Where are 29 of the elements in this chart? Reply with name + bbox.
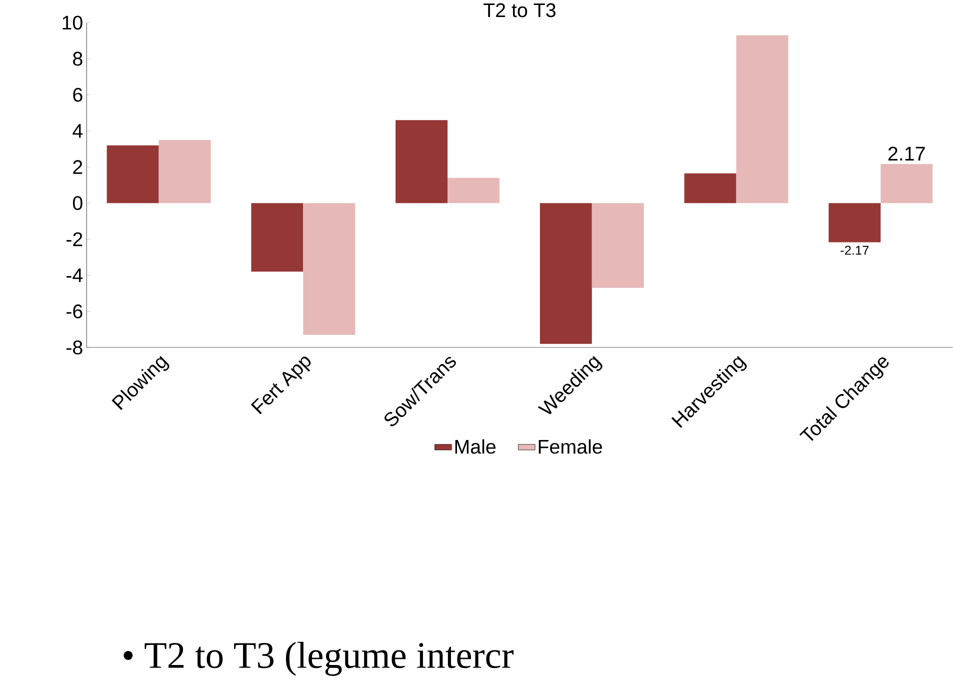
text: • T2 to T3 (legume intercr <box>124 642 514 676</box>
bar <box>158 140 211 203</box>
y-tick-label: 8 <box>73 52 82 66</box>
legend-label: Male <box>455 439 496 454</box>
bar <box>592 202 644 288</box>
bar <box>251 202 304 272</box>
bar <box>106 145 159 203</box>
bar <box>540 202 592 344</box>
bar <box>880 164 933 203</box>
y-tick-label: -4 <box>66 268 83 282</box>
y-tick-label: 4 <box>72 124 83 138</box>
y-tick-label: 2 <box>73 160 82 174</box>
data-label: -2.17 <box>840 246 869 255</box>
data-label: 2.17 <box>888 146 925 160</box>
legend-label: Female <box>538 439 602 454</box>
chart-title: T2 to T3 <box>484 3 556 18</box>
y-tick-label: 10 <box>62 16 82 30</box>
bar <box>396 120 448 203</box>
bar <box>684 173 736 203</box>
bar <box>303 202 356 335</box>
x-tick-label: Fert App <box>250 356 311 414</box>
y-tick-label: 0 <box>72 196 82 210</box>
bar <box>448 178 500 203</box>
y-tick-label: -2 <box>66 232 82 246</box>
y-tick-label: -8 <box>66 340 82 354</box>
bar <box>736 35 788 203</box>
y-tick-label: -6 <box>66 304 82 318</box>
y-tick-label: 6 <box>73 88 82 102</box>
bar <box>828 202 881 242</box>
